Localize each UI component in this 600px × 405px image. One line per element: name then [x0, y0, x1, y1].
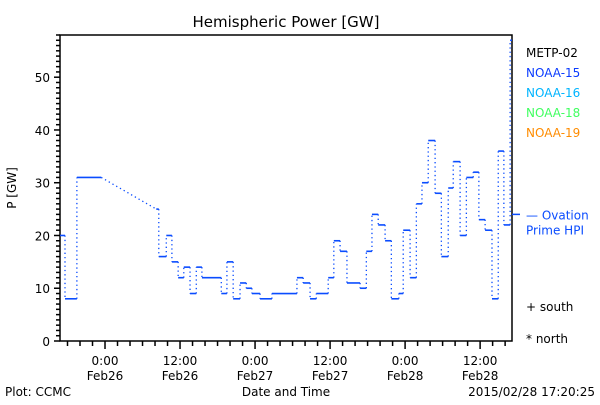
y-tick-label: 40 — [35, 124, 50, 138]
x-tick-date-label: Feb28 — [387, 369, 424, 383]
legend-entry-noaa-15: NOAA-15 — [526, 66, 580, 80]
x-tick-date-label: Feb27 — [237, 369, 274, 383]
x-tick-date-label: Feb28 — [462, 369, 499, 383]
x-tick-time-label: 12:00 — [163, 354, 198, 368]
y-axis-label: P [GW] — [5, 167, 19, 209]
plot-frame — [59, 34, 513, 342]
x-tick-date-label: Feb26 — [162, 369, 199, 383]
ovation-label-2: Prime HPI — [526, 223, 584, 237]
legend-entry-noaa-16: NOAA-16 — [526, 86, 580, 100]
x-tick-time-label: 12:00 — [463, 354, 498, 368]
x-tick-time-label: 0:00 — [392, 354, 419, 368]
x-axis-label: Date and Time — [242, 385, 330, 399]
chart-title: Hemispheric Power [GW] — [193, 13, 380, 31]
y-tick-label: 20 — [35, 229, 50, 243]
plot-timestamp: 2015/02/28 17:20:25 — [468, 385, 595, 399]
legend-entry-metp-02: METP-02 — [526, 46, 578, 60]
legend-south: + south — [526, 300, 573, 314]
legend-entry-noaa-18: NOAA-18 — [526, 106, 580, 120]
x-tick-time-label: 0:00 — [92, 354, 119, 368]
y-tick-label: 10 — [35, 282, 50, 296]
x-tick-date-label: Feb27 — [312, 369, 349, 383]
y-tick-label: 50 — [35, 71, 50, 85]
x-tick-time-label: 12:00 — [313, 354, 348, 368]
y-tick-label: 30 — [35, 177, 50, 191]
plot-credit: Plot: CCMC — [5, 385, 71, 399]
series-transition — [100, 176, 157, 210]
x-tick-time-label: 0:00 — [242, 354, 269, 368]
legend-north: * north — [526, 332, 568, 346]
legend-entry-noaa-19: NOAA-19 — [526, 126, 580, 140]
x-tick-date-label: Feb26 — [87, 369, 124, 383]
ovation-label: — Ovation — [526, 208, 589, 222]
y-tick-label: 0 — [42, 335, 50, 349]
